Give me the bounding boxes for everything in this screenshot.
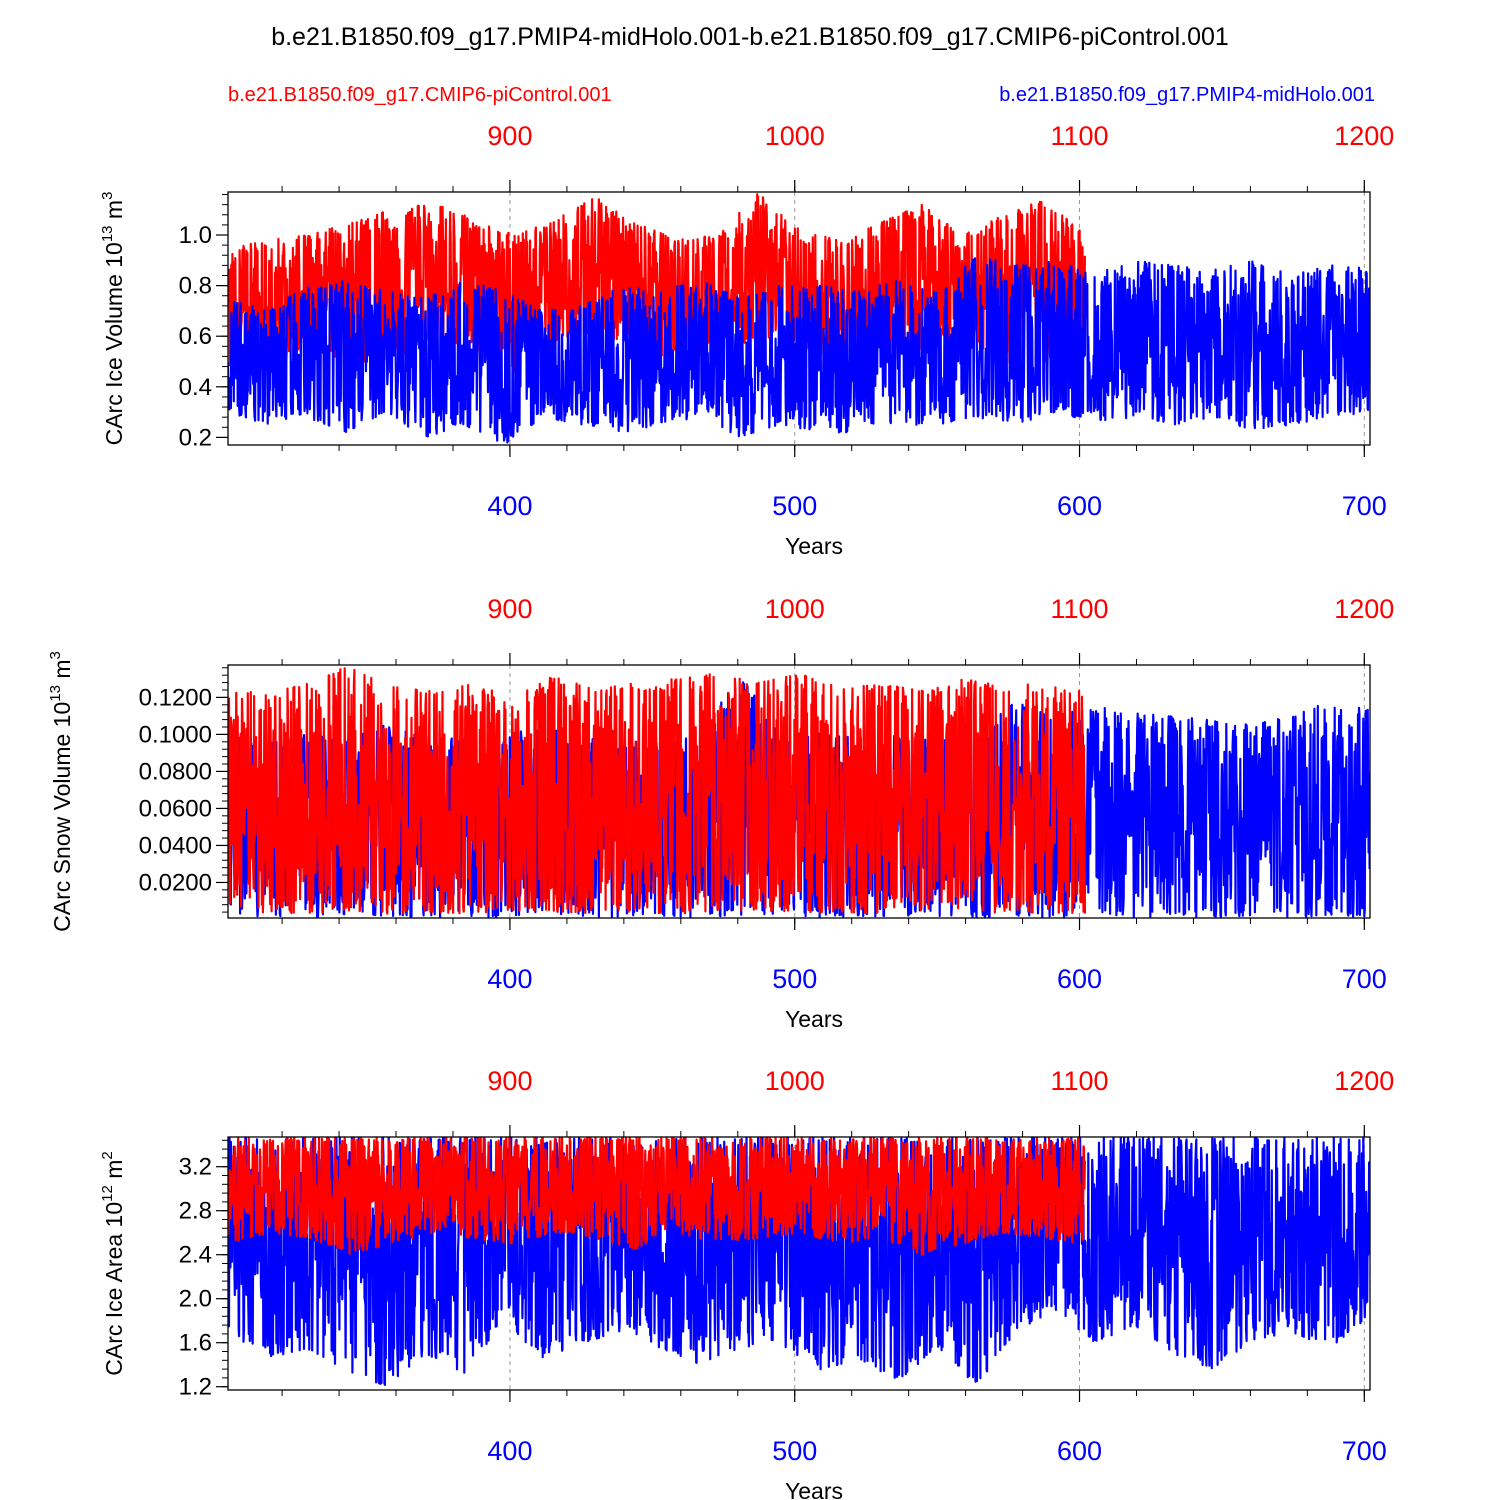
x-tick-label-bottom: 600	[1057, 964, 1102, 994]
y-tick-label: 0.0600	[139, 795, 212, 822]
plot-area	[228, 667, 1370, 918]
y-tick-label: 0.0400	[139, 832, 212, 859]
x-tick-label-top: 1000	[765, 594, 825, 624]
x-tick-label-top: 1000	[765, 1066, 825, 1096]
panel-1: 0.2 0.4 0.6 0.8 1.0 400 900 500 1000 600 1100 700 12…	[99, 121, 1394, 559]
y-tick-label: 2.4	[179, 1242, 212, 1269]
x-tick-label-top: 1100	[1050, 121, 1108, 151]
x-tick-label-bottom: 400	[487, 491, 532, 521]
panel-2: 0.0200 0.0400 0.0600 0.0800 0.1000 0.1200 400 9…	[47, 594, 1394, 1032]
y-axis-label: CArc Snow Volume 1013 m3	[47, 651, 75, 932]
plot-frame	[227, 664, 1371, 919]
x-tick-label-top: 900	[487, 594, 532, 624]
plot-frame	[227, 191, 1371, 446]
y-tick-label: 0.0200	[139, 869, 212, 896]
y-axis-label: CArc Ice Volume 1013 m3	[99, 192, 127, 446]
x-tick-label-top: 1200	[1334, 121, 1394, 151]
y-axis-label: CArc Ice Area 1012 m2	[99, 1151, 127, 1375]
y-tick-label: 1.6	[179, 1330, 212, 1357]
x-tick-label-bottom: 600	[1057, 491, 1102, 521]
x-tick-label-bottom: 700	[1342, 491, 1387, 521]
x-tick-label-bottom: 700	[1342, 964, 1387, 994]
y-tick-label: 1.0	[179, 222, 212, 249]
series-line-piControl	[228, 1137, 1086, 1256]
x-axis-label: Years	[785, 1006, 843, 1032]
x-axis-label: Years	[785, 533, 843, 559]
legend-midholo-label: b.e21.B1850.f09_g17.PMIP4-midHolo.001	[999, 84, 1375, 106]
x-tick-label-top: 1100	[1050, 594, 1108, 624]
y-tick-label: 0.0800	[139, 758, 212, 785]
x-tick-label-top: 1000	[765, 121, 825, 151]
x-tick-label-bottom: 400	[487, 1436, 532, 1466]
y-tick-label: 0.2	[179, 424, 212, 451]
legend-control-label: b.e21.B1850.f09_g17.CMIP6-piControl.001	[228, 84, 612, 106]
y-tick-label: 0.4	[179, 374, 212, 401]
plot-area	[228, 1137, 1370, 1386]
x-tick-label-top: 900	[487, 1066, 532, 1096]
plot-area	[228, 193, 1370, 444]
series-line-piControl	[228, 667, 1086, 915]
x-axis-label: Years	[785, 1478, 843, 1500]
x-tick-label-top: 1100	[1050, 1066, 1108, 1096]
x-tick-label-bottom: 500	[772, 964, 817, 994]
panel-3: 1.2 1.6 2.0 2.4 2.8 3.2 400 900 500 1000 600 1100 70…	[99, 1066, 1394, 1500]
y-tick-label: 1.2	[179, 1374, 212, 1401]
y-tick-label: 2.0	[179, 1286, 212, 1313]
x-tick-label-bottom: 500	[772, 491, 817, 521]
y-tick-label: 0.6	[179, 323, 212, 350]
figure-title: b.e21.B1850.f09_g17.PMIP4-midHolo.001-b.…	[271, 23, 1229, 51]
y-tick-label: 0.8	[179, 273, 212, 300]
y-tick-label: 3.2	[179, 1154, 212, 1181]
x-tick-label-top: 900	[487, 121, 532, 151]
x-tick-label-top: 1200	[1334, 594, 1394, 624]
y-tick-label: 0.1000	[139, 721, 212, 748]
x-tick-label-bottom: 700	[1342, 1436, 1387, 1466]
y-tick-label: 0.1200	[139, 684, 212, 711]
x-tick-label-bottom: 400	[487, 964, 532, 994]
series-line-midHolo	[228, 257, 1370, 444]
y-tick-label: 2.8	[179, 1198, 212, 1225]
x-tick-label-top: 1200	[1334, 1066, 1394, 1096]
x-tick-label-bottom: 600	[1057, 1436, 1102, 1466]
x-tick-label-bottom: 500	[772, 1436, 817, 1466]
